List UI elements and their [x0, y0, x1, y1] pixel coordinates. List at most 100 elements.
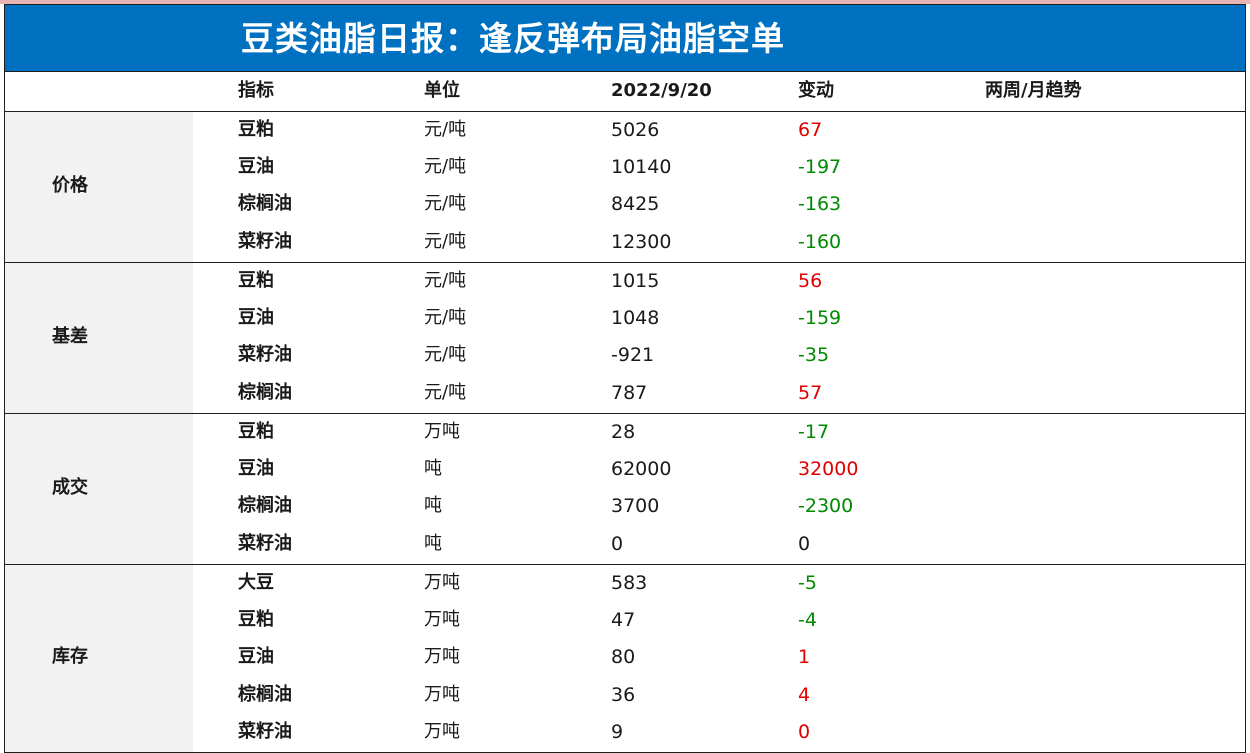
value-cell: 0 [611, 533, 624, 555]
indicator-name: 豆粕 [238, 119, 274, 140]
value-cell: 1048 [611, 307, 660, 329]
change-cell: 56 [798, 270, 823, 292]
category-cell: 基差 [5, 263, 193, 413]
indicator-name: 豆油 [238, 646, 274, 667]
category-label: 基差 [52, 326, 88, 347]
unit-cell: 元/吨 [424, 307, 467, 328]
table-row: 菜籽油 吨 0 0 [5, 526, 1245, 563]
table-row: 豆油 元/吨 10140 -197 [5, 149, 1245, 186]
indicator-name: 菜籽油 [238, 721, 292, 742]
indicator-name: 棕榈油 [238, 495, 292, 516]
unit-cell: 万吨 [424, 609, 460, 630]
category-label: 库存 [52, 646, 88, 667]
indicator-name: 豆粕 [238, 609, 274, 630]
indicator-name: 菜籽油 [238, 533, 292, 554]
value-cell: 28 [611, 421, 636, 443]
top-border-line [0, 0, 1250, 4]
change-cell: -35 [798, 344, 830, 366]
unit-cell: 元/吨 [424, 156, 467, 177]
table-row: 菜籽油 元/吨 12300 -160 [5, 224, 1245, 261]
value-cell: 36 [611, 684, 636, 706]
unit-cell: 万吨 [424, 572, 460, 593]
table-row: 豆粕 万吨 28 -17 [5, 414, 1245, 451]
unit-cell: 吨 [424, 458, 442, 479]
section-2: 成交 豆粕 万吨 28 -17 豆油吨 62000 32000 棕榈油吨 3700 -2300 菜籽油… [4, 414, 1246, 565]
unit-cell: 元/吨 [424, 193, 467, 214]
table-row: 菜籽油 万吨 9 0 [5, 714, 1245, 751]
table-row: 豆油 万吨 80 1 [5, 639, 1245, 676]
header-indicator: 指标 [238, 80, 274, 101]
indicator-name: 豆油 [238, 156, 274, 177]
change-cell: 0 [798, 533, 811, 555]
category-label: 成交 [52, 477, 88, 498]
table-row: 棕榈油 万吨 36 4 [5, 677, 1245, 714]
value-cell: 8425 [611, 193, 660, 215]
change-cell: -5 [798, 572, 817, 594]
value-cell: 3700 [611, 495, 660, 517]
unit-cell: 万吨 [424, 684, 460, 705]
indicator-name: 豆粕 [238, 421, 274, 442]
table-row: 豆粕 元/吨 1015 56 [5, 263, 1245, 300]
indicator-name: 大豆 [238, 572, 274, 593]
column-header-row: 指标 单位 2022/9/20 变动 两周/月趋势 [4, 72, 1246, 112]
header-change: 变动 [798, 80, 834, 101]
unit-cell: 元/吨 [424, 231, 467, 252]
value-cell: 62000 [611, 458, 672, 480]
table-row: 大豆 万吨 583 -5 [5, 565, 1245, 602]
change-cell: 1 [798, 646, 811, 668]
unit-cell: 万吨 [424, 646, 460, 667]
section-0: 价格 豆粕 元/吨 5026 67 豆油 元/吨 10140 -197 棕榈油 元/吨 8425 -16… [4, 112, 1246, 263]
change-cell: 4 [798, 684, 811, 706]
table-row: 豆粕 万吨 47 -4 [5, 602, 1245, 639]
change-cell: -4 [798, 609, 817, 631]
category-label: 价格 [52, 175, 88, 196]
indicator-name: 菜籽油 [238, 344, 292, 365]
value-cell: 47 [611, 609, 636, 631]
table-row: 豆油 吨 62000 32000 [5, 451, 1245, 488]
value-cell: 9 [611, 721, 624, 743]
unit-cell: 万吨 [424, 421, 460, 442]
table-row: 菜籽油 元/吨 -921 -35 [5, 337, 1245, 374]
unit-cell: 元/吨 [424, 119, 467, 140]
indicator-name: 菜籽油 [238, 231, 292, 252]
value-cell: 12300 [611, 231, 672, 253]
value-cell: 1015 [611, 270, 660, 292]
category-cell: 价格 [5, 112, 193, 262]
indicator-name: 棕榈油 [238, 684, 292, 705]
change-cell: 32000 [798, 458, 859, 480]
header-date: 2022/9/20 [611, 80, 712, 101]
indicator-name: 棕榈油 [238, 382, 292, 403]
category-cell: 成交 [5, 414, 193, 564]
table-row: 棕榈油 吨 3700 -2300 [5, 488, 1245, 525]
change-cell: -163 [798, 193, 842, 215]
table-row: 棕榈油 元/吨 8425 -163 [5, 186, 1245, 223]
header-unit: 单位 [424, 80, 460, 101]
unit-cell: 元/吨 [424, 344, 467, 365]
value-cell: 787 [611, 382, 648, 404]
table-row: 棕榈油 元/吨 787 57 [5, 375, 1245, 412]
table-row: 豆油 元/吨 1048 -159 [5, 300, 1245, 337]
unit-cell: 元/吨 [424, 270, 467, 291]
change-cell: -160 [798, 231, 842, 253]
unit-cell: 吨 [424, 495, 442, 516]
indicator-name: 豆油 [238, 307, 274, 328]
value-cell: 583 [611, 572, 648, 594]
indicator-name: 棕榈油 [238, 193, 292, 214]
category-cell: 库存 [5, 565, 193, 752]
title-bar: 豆类油脂日报：逢反弹布局油脂空单 [4, 4, 1246, 72]
report-title: 豆类油脂日报：逢反弹布局油脂空单 [241, 19, 785, 58]
value-cell: 10140 [611, 156, 672, 178]
section-3: 库存 大豆 万吨 583 -5 豆粕 万吨 47 -4 豆油 万吨 80 1 棕榈油 万吨 36 4 菜籽油 万吨 9… [4, 565, 1246, 753]
change-cell: -17 [798, 421, 830, 443]
indicator-name: 豆油 [238, 458, 274, 479]
change-cell: -159 [798, 307, 842, 329]
unit-cell: 吨 [424, 533, 442, 554]
unit-cell: 元/吨 [424, 382, 467, 403]
section-1: 基差 豆粕 元/吨 1015 56 豆油 元/吨 1048 -159 菜籽油 元/吨 -921 -35 棕… [4, 263, 1246, 414]
value-cell: 80 [611, 646, 636, 668]
indicator-name: 豆粕 [238, 270, 274, 291]
unit-cell: 万吨 [424, 721, 460, 742]
change-cell: 0 [798, 721, 811, 743]
change-cell: -197 [798, 156, 842, 178]
